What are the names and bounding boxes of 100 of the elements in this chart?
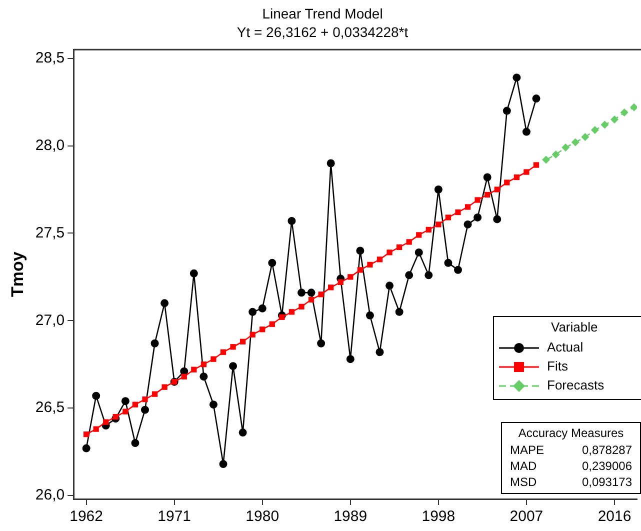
point — [326, 159, 335, 168]
point — [552, 150, 560, 159]
point — [190, 269, 198, 278]
point — [504, 180, 510, 186]
point — [533, 162, 540, 168]
x-tick-label: 1998 — [422, 508, 456, 526]
point — [103, 419, 109, 425]
point — [83, 431, 90, 438]
point — [279, 314, 285, 320]
point — [229, 362, 238, 370]
point — [93, 426, 99, 432]
point — [162, 384, 168, 390]
x-tick-label: 1971 — [158, 508, 192, 526]
annotation: MSD — [510, 475, 537, 489]
x-tick-label: 2016 — [598, 508, 632, 526]
point — [436, 222, 442, 228]
point — [542, 156, 550, 164]
y-tick-label: 28,0 — [35, 136, 65, 154]
point — [474, 213, 482, 222]
point — [367, 262, 373, 268]
legend-label: Actual — [547, 340, 584, 355]
point — [610, 116, 619, 124]
point — [474, 197, 480, 203]
point — [571, 138, 580, 146]
point — [219, 460, 228, 468]
point — [426, 226, 432, 233]
point — [268, 258, 276, 267]
point — [150, 339, 159, 348]
annotation: 0,093173 — [582, 475, 632, 489]
point — [338, 279, 344, 285]
y-axis-title: Tmoy — [8, 251, 27, 297]
legend-title: Variable — [551, 320, 598, 335]
point — [366, 311, 374, 320]
chart-title: Linear Trend Model — [262, 5, 383, 22]
point — [581, 133, 590, 142]
point — [376, 256, 383, 262]
point — [405, 271, 414, 280]
point — [376, 348, 384, 356]
point — [121, 397, 130, 406]
point — [122, 408, 128, 414]
point — [250, 332, 256, 338]
point — [141, 406, 149, 414]
point — [258, 304, 266, 312]
x-tick-label: 2007 — [510, 508, 544, 526]
annotation: MAD — [510, 459, 537, 473]
point — [131, 439, 140, 448]
y-tick-label: 27,0 — [35, 312, 65, 329]
annotation: 0,239006 — [582, 459, 632, 473]
point — [620, 108, 628, 117]
y-tick-label: 26,0 — [35, 486, 65, 504]
point — [562, 144, 570, 152]
point — [512, 74, 521, 82]
point — [230, 344, 236, 350]
point — [416, 232, 422, 238]
point — [200, 362, 207, 368]
point — [356, 246, 364, 255]
point — [307, 288, 316, 297]
point — [357, 267, 364, 273]
x-tick-label: 1980 — [246, 508, 280, 526]
y-tick-label: 28,5 — [35, 49, 65, 66]
y-tick-label: 26,5 — [35, 399, 65, 416]
point — [346, 355, 354, 364]
point — [248, 308, 257, 316]
point — [220, 349, 226, 355]
point — [288, 216, 296, 225]
point — [484, 192, 490, 198]
annotation: MAPE — [510, 443, 544, 457]
point — [455, 209, 461, 216]
point — [210, 356, 216, 362]
point — [396, 244, 402, 250]
point — [630, 103, 637, 112]
point — [269, 321, 275, 327]
point — [132, 402, 138, 408]
point — [209, 400, 218, 409]
point — [318, 292, 324, 298]
point — [160, 299, 169, 308]
point — [142, 396, 148, 402]
chart-subtitle: Yt = 26,3162 + 0,0334228*t — [236, 24, 408, 40]
point — [532, 94, 540, 103]
point — [590, 126, 599, 134]
point — [240, 338, 246, 344]
annotation: 0,878287 — [582, 443, 632, 457]
point — [494, 186, 500, 192]
x-tick-label: 1989 — [334, 508, 368, 526]
point — [600, 120, 609, 129]
y-tick-label: 27,5 — [35, 224, 65, 242]
point — [82, 444, 90, 452]
point — [298, 304, 304, 310]
point — [483, 173, 492, 182]
point — [298, 288, 306, 297]
x-tick-label: 1962 — [70, 508, 103, 526]
point — [444, 258, 452, 267]
point — [386, 282, 394, 290]
point — [464, 220, 472, 228]
point — [493, 215, 502, 224]
point — [191, 366, 197, 372]
point — [445, 214, 452, 220]
point — [522, 128, 530, 136]
point — [424, 271, 433, 280]
point — [112, 414, 118, 420]
